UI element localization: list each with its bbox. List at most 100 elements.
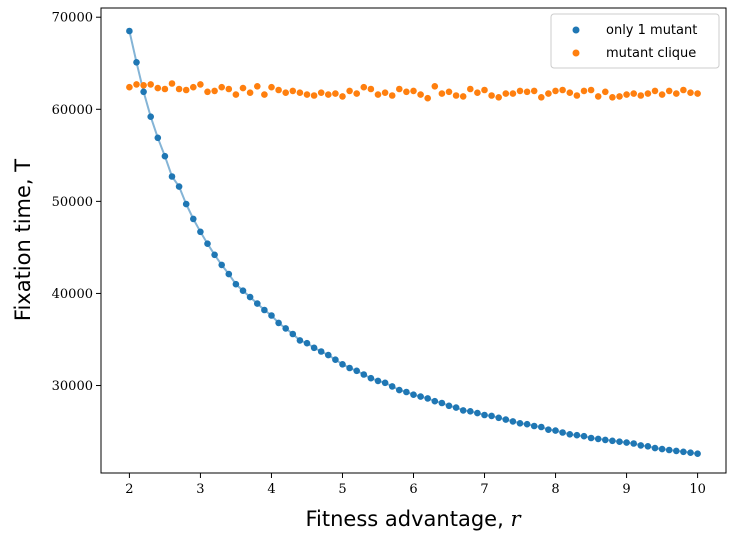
- data-point-mutant-clique: [530, 87, 538, 95]
- data-point-mutant-clique: [253, 83, 261, 90]
- data-point-mutant-clique: [282, 89, 290, 96]
- x-tick-label: 3: [196, 482, 204, 497]
- data-point-only-1-mutant: [282, 325, 290, 332]
- x-tick-label: 7: [480, 482, 488, 497]
- data-point-mutant-clique: [459, 93, 467, 100]
- data-point-mutant-clique: [225, 85, 233, 93]
- data-point-only-1-mutant: [538, 423, 545, 431]
- data-point-only-1-mutant: [268, 312, 275, 319]
- data-point-mutant-clique: [168, 80, 176, 87]
- data-point-mutant-clique: [367, 85, 375, 93]
- data-point-mutant-clique: [161, 85, 169, 93]
- data-point-only-1-mutant: [175, 183, 183, 190]
- data-point-only-1-mutant: [665, 446, 673, 454]
- data-point-mutant-clique: [339, 93, 346, 100]
- data-point-only-1-mutant: [545, 426, 552, 434]
- data-point-only-1-mutant: [289, 330, 297, 338]
- data-point-mutant-clique: [303, 91, 311, 98]
- data-point-only-1-mutant: [495, 414, 503, 422]
- data-point-only-1-mutant: [459, 407, 467, 414]
- legend-label-mutant-clique: mutant clique: [606, 46, 696, 61]
- legend-marker-mutant-clique: [572, 49, 580, 57]
- data-point-only-1-mutant: [474, 409, 481, 417]
- data-point-only-1-mutant: [161, 152, 169, 160]
- data-point-mutant-clique: [346, 87, 353, 95]
- data-point-only-1-mutant: [602, 436, 609, 444]
- data-point-only-1-mutant: [431, 397, 439, 405]
- data-point-only-1-mutant: [275, 319, 282, 327]
- data-point-mutant-clique: [261, 91, 268, 98]
- data-point-only-1-mutant: [218, 261, 225, 269]
- data-point-mutant-clique: [594, 93, 602, 100]
- data-point-only-1-mutant: [204, 240, 211, 247]
- data-point-only-1-mutant: [687, 449, 694, 457]
- series-layer: [126, 27, 701, 458]
- data-point-only-1-mutant: [197, 228, 204, 236]
- data-point-mutant-clique: [381, 89, 389, 96]
- data-point-only-1-mutant: [332, 356, 339, 364]
- data-point-mutant-clique: [559, 86, 566, 94]
- data-point-mutant-clique: [481, 86, 488, 94]
- data-point-only-1-mutant: [403, 388, 410, 396]
- data-point-mutant-clique: [474, 89, 481, 96]
- data-point-mutant-clique: [573, 92, 581, 99]
- x-tick-label: 4: [267, 482, 275, 497]
- data-point-mutant-clique: [246, 89, 254, 96]
- data-point-only-1-mutant: [225, 270, 233, 278]
- x-tick-label: 6: [409, 482, 417, 497]
- data-point-only-1-mutant: [630, 440, 637, 447]
- data-point-only-1-mutant: [651, 444, 659, 452]
- data-point-only-1-mutant: [133, 59, 140, 66]
- data-point-only-1-mutant: [566, 431, 574, 438]
- data-point-only-1-mutant: [673, 447, 680, 455]
- data-point-only-1-mutant: [424, 395, 432, 402]
- x-axis-label: Fitness advantage, r: [306, 507, 523, 531]
- data-point-only-1-mutant: [239, 287, 247, 295]
- data-point-mutant-clique: [452, 92, 460, 99]
- data-point-mutant-clique: [190, 83, 197, 91]
- data-point-only-1-mutant: [190, 215, 197, 223]
- data-point-only-1-mutant: [168, 173, 176, 180]
- y-tick-label: 40000: [52, 287, 93, 302]
- data-point-mutant-clique: [431, 83, 439, 90]
- data-point-mutant-clique: [317, 89, 325, 96]
- data-point-only-1-mutant: [609, 437, 616, 445]
- data-point-mutant-clique: [396, 85, 403, 93]
- data-point-only-1-mutant: [367, 374, 375, 382]
- data-point-mutant-clique: [580, 87, 588, 95]
- legend-marker-only-1-mutant: [572, 26, 580, 34]
- data-point-only-1-mutant: [488, 412, 495, 420]
- data-point-only-1-mutant: [346, 364, 353, 372]
- x-tick-label: 8: [551, 482, 559, 497]
- data-point-mutant-clique: [289, 87, 297, 95]
- data-point-mutant-clique: [296, 89, 304, 96]
- data-point-only-1-mutant: [530, 422, 538, 430]
- data-point-mutant-clique: [445, 88, 453, 96]
- y-axis-ticks: 30000 40000 50000 60000 70000: [52, 11, 101, 394]
- data-point-only-1-mutant: [253, 300, 261, 307]
- data-point-mutant-clique: [694, 90, 701, 97]
- y-tick-label: 50000: [52, 195, 93, 210]
- legend: only 1 mutant mutant clique: [550, 13, 720, 69]
- data-point-mutant-clique: [552, 87, 559, 95]
- data-point-mutant-clique: [687, 89, 694, 96]
- data-point-mutant-clique: [545, 90, 552, 97]
- data-point-only-1-mutant: [296, 337, 304, 344]
- data-point-mutant-clique: [325, 91, 332, 98]
- data-point-mutant-clique: [644, 90, 652, 97]
- data-point-mutant-clique: [509, 90, 517, 97]
- data-point-mutant-clique: [310, 92, 318, 99]
- data-point-mutant-clique: [637, 92, 645, 99]
- x-tick-label: 9: [622, 482, 630, 497]
- data-point-only-1-mutant: [509, 418, 517, 425]
- data-point-only-1-mutant: [140, 88, 147, 96]
- data-point-mutant-clique: [538, 94, 545, 101]
- data-point-only-1-mutant: [445, 402, 453, 410]
- data-point-only-1-mutant: [516, 420, 524, 427]
- data-point-only-1-mutant: [594, 435, 602, 443]
- x-axis-ticks: 2 3 4 5 6 7 8 9 10: [125, 473, 706, 497]
- data-point-only-1-mutant: [246, 293, 254, 301]
- y-axis-label: Fixation time, T: [11, 159, 35, 321]
- data-point-mutant-clique: [175, 85, 183, 93]
